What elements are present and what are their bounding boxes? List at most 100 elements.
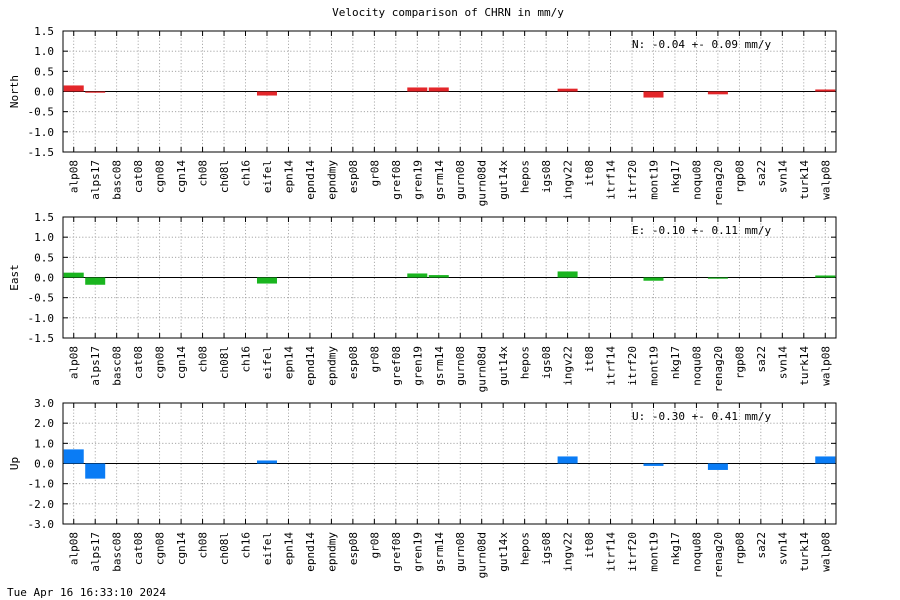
panel-up-bar-renag20 bbox=[707, 463, 728, 470]
panel-east-xtick-label: alp08 bbox=[68, 346, 81, 379]
panel-north-xtick-label: gurn08 bbox=[454, 160, 467, 200]
panel-north-xtick-label: epn14 bbox=[282, 160, 295, 193]
panel-east-xtick-label: rgp08 bbox=[733, 346, 746, 379]
panel-up-xtick-label: ch16 bbox=[240, 532, 253, 559]
panel-east-xtick-label: ch08l bbox=[218, 346, 231, 379]
panel-north-ytick-label: 1.5 bbox=[34, 25, 54, 38]
panel-up-frame bbox=[62, 402, 837, 525]
panel-east-xtick-label: ch16 bbox=[240, 346, 253, 373]
panel-east-xtick-label: gr08 bbox=[368, 346, 381, 373]
panel-north-bar-mont19 bbox=[643, 91, 664, 98]
panel-east-bar-alp08 bbox=[63, 272, 84, 278]
panel-east-xtick-label: renag20 bbox=[712, 346, 725, 392]
panel-up-xtick-label: ch08 bbox=[197, 532, 210, 559]
panel-east-xtick-label: basc08 bbox=[111, 346, 124, 386]
panel-up-annotation: U: -0.30 +- 0.41 mm/y bbox=[632, 410, 771, 423]
panel-north-ylabel: North bbox=[8, 75, 21, 108]
panel-north-xtick-label: itrf14 bbox=[605, 160, 618, 200]
panel-east-xtick-label: nkg17 bbox=[669, 346, 682, 379]
panel-east-xtick-label: igs08 bbox=[540, 346, 553, 379]
panel-north-xtick-label: igs08 bbox=[540, 160, 553, 193]
panel-north-xtick-label: cgn08 bbox=[154, 160, 167, 193]
panel-north-bar-walp08 bbox=[815, 89, 836, 92]
panel-north-xtick-label: epnd14 bbox=[304, 160, 317, 200]
panel-east-xtick-label: itrf14 bbox=[605, 346, 618, 386]
panel-up-xtick-label: gurn08 bbox=[454, 532, 467, 572]
panel-north-xtick-label: gr08 bbox=[368, 160, 381, 187]
panel-north-xtick-label: alps17 bbox=[89, 160, 102, 200]
panel-east-xtick-label: hepos bbox=[519, 346, 532, 379]
panel-north-bar-alp08 bbox=[63, 85, 84, 92]
panel-north-frame bbox=[62, 30, 837, 153]
panel-up-bar-alp08 bbox=[63, 449, 84, 464]
panel-up-ytick-label: 2.0 bbox=[34, 417, 54, 430]
panel-north-xtick-label: alp08 bbox=[68, 160, 81, 193]
panel-east-bar-mont19 bbox=[643, 277, 664, 281]
panel-east-ytick-label: 0.0 bbox=[34, 272, 54, 285]
panel-east-ytick-label: 0.5 bbox=[34, 251, 54, 264]
panel-east-xtick-label: noqu08 bbox=[690, 346, 703, 386]
panel-north-ytick-label: 0.0 bbox=[34, 86, 54, 99]
panel-east-annotation: E: -0.10 +- 0.11 mm/y bbox=[632, 224, 771, 237]
panel-east-xtick-label: sa22 bbox=[755, 346, 768, 373]
panel-east-bar-walp08 bbox=[815, 275, 836, 278]
panel-north-xtick-label: basc08 bbox=[111, 160, 124, 200]
panel-east-xtick-label: itrf20 bbox=[626, 346, 639, 386]
panel-east-xtick-label: walp08 bbox=[819, 346, 832, 386]
panel-up-xtick-label: ingv22 bbox=[562, 532, 575, 572]
panel-up-xtick-label: ch08l bbox=[218, 532, 231, 565]
panel-up-xtick-label: renag20 bbox=[712, 532, 725, 578]
footer-date: Tue Apr 16 16:33:10 2024 bbox=[7, 586, 166, 599]
panel-north-xtick-label: eifel bbox=[261, 160, 274, 193]
chart-title: Velocity comparison of CHRN in mm/y bbox=[332, 6, 564, 19]
panel-up-ytick-label: -1.0 bbox=[28, 478, 55, 491]
panel-east-bar-eifel bbox=[256, 277, 277, 284]
panel-north-annotation: N: -0.04 +- 0.09 mm/y bbox=[632, 38, 771, 51]
panel-east-xtick-label: cat08 bbox=[132, 346, 145, 379]
panel-east-ytick-label: -1.0 bbox=[28, 312, 55, 325]
panel-up-xtick-label: alps17 bbox=[89, 532, 102, 572]
panel-up-xtick-label: gr08 bbox=[368, 532, 381, 559]
panel-north-xtick-label: cat08 bbox=[132, 160, 145, 193]
panel-north-xtick-label: ingv22 bbox=[562, 160, 575, 200]
panel-up-xtick-label: gren19 bbox=[411, 532, 424, 572]
panel-up-xtick-label: walp08 bbox=[819, 532, 832, 572]
panel-east-xtick-label: epndmy bbox=[325, 346, 338, 386]
panel-east-ytick-label: -1.5 bbox=[28, 332, 55, 345]
panel-north-xtick-label: mont19 bbox=[647, 160, 660, 200]
panel-up-xtick-label: turk14 bbox=[798, 532, 811, 572]
panel-east-xtick-label: epnd14 bbox=[304, 346, 317, 386]
panel-up-bar-walp08 bbox=[815, 456, 836, 464]
panel-up-bar-mont19 bbox=[643, 463, 664, 466]
panel-up-xtick-label: eifel bbox=[261, 532, 274, 565]
panel-north-xtick-label: turk14 bbox=[798, 160, 811, 200]
panel-east-bar-gsrm14 bbox=[428, 275, 449, 278]
panel-north-bar-alps17 bbox=[85, 91, 106, 93]
panel-up-xtick-label: mont19 bbox=[647, 532, 660, 572]
panel-up-xtick-label: sa22 bbox=[755, 532, 768, 559]
panel-north-ytick-label: 0.5 bbox=[34, 65, 54, 78]
panel-up-xtick-label: cat08 bbox=[132, 532, 145, 565]
panel-up-xtick-label: gurn08d bbox=[476, 532, 489, 578]
panel-north-bar-eifel bbox=[256, 91, 277, 96]
panel-east-xtick-label: alps17 bbox=[89, 346, 102, 386]
panel-east-xtick-label: gsrm14 bbox=[433, 346, 446, 386]
panel-up-xtick-label: gref08 bbox=[390, 532, 403, 572]
panel-north-xtick-label: sa22 bbox=[755, 160, 768, 187]
panel-north-xtick-label: gut14x bbox=[497, 160, 510, 200]
panel-north-xtick-label: svn14 bbox=[776, 160, 789, 193]
panel-east-xtick-label: gurn08 bbox=[454, 346, 467, 386]
panel-east-xtick-label: mont19 bbox=[647, 346, 660, 386]
panel-east-xtick-label: svn14 bbox=[776, 346, 789, 379]
panel-north-ytick-label: -1.0 bbox=[28, 126, 55, 139]
panel-north-xtick-label: renag20 bbox=[712, 160, 725, 206]
panel-east-xtick-label: gren19 bbox=[411, 346, 424, 386]
panel-north-xtick-label: nkg17 bbox=[669, 160, 682, 193]
panel-up-bar-eifel bbox=[256, 460, 277, 464]
panel-up-xtick-label: nkg17 bbox=[669, 532, 682, 565]
panel-north-xtick-label: gsrm14 bbox=[433, 160, 446, 200]
panel-up-xtick-label: epnd14 bbox=[304, 532, 317, 572]
panel-up-xtick-label: itrf14 bbox=[605, 532, 618, 572]
panel-up-xtick-label: basc08 bbox=[111, 532, 124, 572]
panel-north-bar-ingv22 bbox=[557, 88, 578, 92]
